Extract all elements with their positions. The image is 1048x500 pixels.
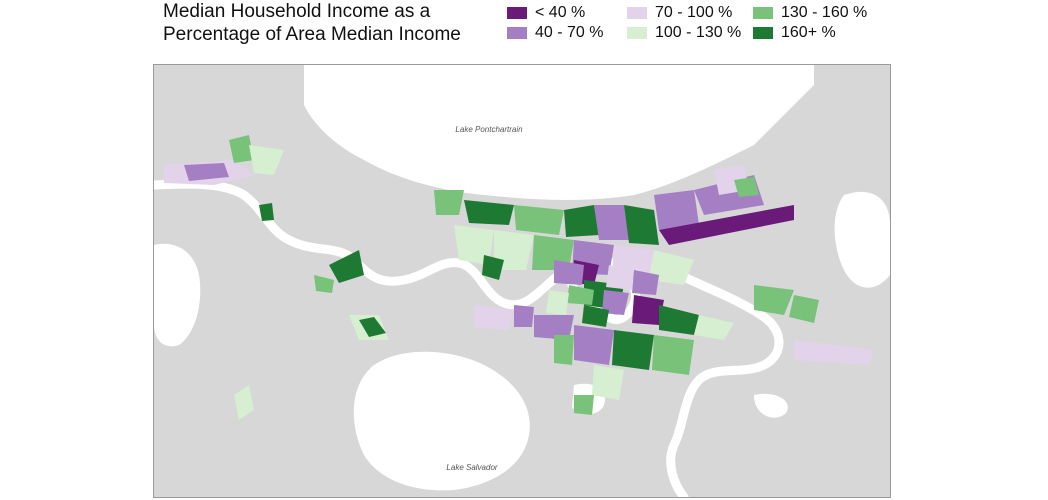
label-lake-pontchartrain: Lake Pontchartrain: [455, 125, 523, 134]
east-lake: [834, 191, 890, 288]
legend-swatch-70-100: [627, 7, 647, 19]
legend: < 40 % 40 - 70 % 70 - 100 % 100 - 130 % …: [507, 4, 887, 44]
legend-label-lt40: < 40 %: [535, 4, 586, 21]
legend-swatch-100-130: [627, 27, 647, 39]
west-lake: [154, 243, 201, 347]
label-lake-salvador: Lake Salvador: [446, 463, 497, 472]
tracts-west-bank: [164, 135, 389, 420]
legend-label-160plus: 160+ %: [781, 24, 836, 41]
map-canvas: Lake Pontchartrain Lake Salvador: [154, 65, 890, 497]
legend-label-40-70: 40 - 70 %: [535, 24, 604, 41]
legend-item-70-100: 70 - 100 %: [627, 4, 732, 22]
legend-item-130-160: 130 - 160 %: [753, 4, 867, 22]
legend-label-130-160: 130 - 160 %: [781, 4, 868, 21]
map-title: Median Household Income as a Percentage …: [163, 1, 461, 45]
legend-item-100-130: 100 - 130 %: [627, 24, 741, 42]
lake-salvador: [353, 351, 530, 491]
legend-label-70-100: 70 - 100 %: [655, 4, 733, 21]
legend-swatch-160plus: [753, 27, 773, 39]
map-frame[interactable]: Lake Pontchartrain Lake Salvador: [153, 64, 891, 498]
lake-pontchartrain: [304, 65, 814, 200]
tracts-central: [546, 260, 659, 327]
legend-item-lt40: < 40 %: [507, 4, 585, 22]
tracts-east-bank: [434, 165, 874, 415]
legend-item-160plus: 160+ %: [753, 24, 836, 42]
legend-swatch-lt40: [507, 7, 527, 19]
legend-swatch-130-160: [753, 7, 773, 19]
legend-swatch-40-70: [507, 27, 527, 39]
legend-label-100-130: 100 - 130 %: [655, 24, 742, 41]
legend-item-40-70: 40 - 70 %: [507, 24, 603, 42]
pond: [754, 393, 788, 418]
